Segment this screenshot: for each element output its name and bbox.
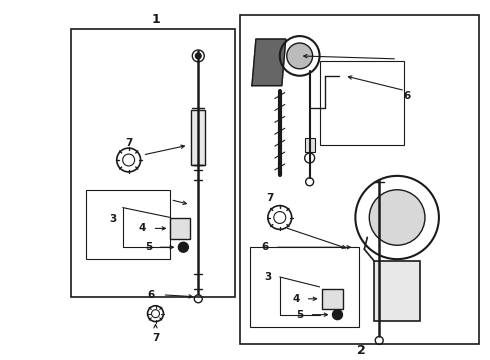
Circle shape: [178, 242, 188, 252]
Bar: [374, 261, 420, 321]
Text: 4: 4: [292, 294, 299, 304]
Bar: [86, 190, 171, 259]
Text: 7: 7: [152, 333, 159, 343]
Text: 6: 6: [147, 290, 154, 300]
Circle shape: [196, 53, 201, 59]
Text: 7: 7: [266, 193, 273, 203]
Bar: [191, 111, 205, 165]
Bar: [71, 29, 235, 297]
Bar: [171, 217, 190, 239]
Text: 1: 1: [151, 13, 160, 26]
Bar: [240, 15, 479, 345]
Bar: [321, 289, 343, 309]
Text: 5: 5: [145, 242, 152, 252]
Circle shape: [333, 310, 343, 320]
Text: 4: 4: [139, 224, 147, 233]
Circle shape: [287, 43, 313, 69]
Text: 6: 6: [403, 91, 411, 100]
Text: 3: 3: [109, 215, 117, 225]
Bar: [319, 61, 404, 145]
Text: 6: 6: [261, 242, 269, 252]
Text: 2: 2: [357, 344, 366, 357]
Polygon shape: [252, 39, 286, 86]
Text: 7: 7: [125, 138, 132, 148]
Bar: [305, 138, 315, 152]
Circle shape: [369, 190, 425, 245]
Text: 3: 3: [264, 272, 271, 282]
Text: 5: 5: [296, 310, 303, 320]
Bar: [250, 247, 359, 327]
